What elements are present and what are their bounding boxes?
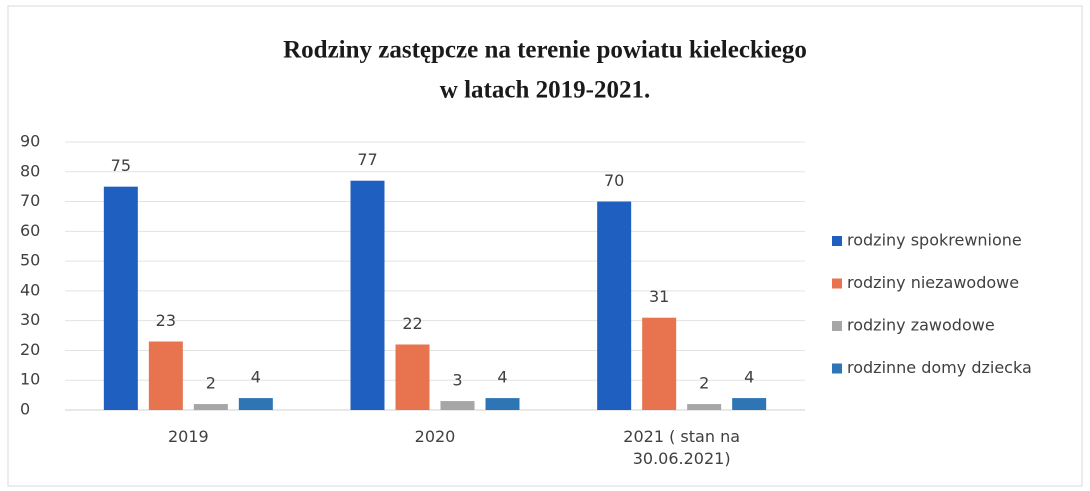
y-tick-label: 90 — [20, 132, 40, 151]
y-tick-label: 10 — [20, 370, 40, 389]
data-label: 23 — [156, 311, 176, 330]
legend-swatch — [832, 363, 842, 374]
data-label: 75 — [111, 156, 131, 175]
bar — [238, 398, 273, 410]
y-tick-label: 80 — [20, 161, 40, 180]
bar — [732, 398, 767, 410]
bar — [103, 186, 138, 410]
data-label: 4 — [744, 368, 754, 387]
legend-swatch — [832, 321, 842, 331]
data-label: 22 — [402, 314, 422, 333]
y-tick-label: 70 — [20, 191, 40, 210]
bar — [193, 404, 228, 410]
bar — [597, 201, 632, 410]
legend-swatch — [832, 236, 842, 246]
bar — [350, 180, 385, 410]
bar — [148, 341, 183, 410]
x-tick-label: 2019 — [167, 427, 209, 446]
data-label: 2 — [699, 374, 709, 393]
bar — [642, 317, 677, 410]
bar — [485, 398, 520, 410]
x-tick-label: 2020 — [414, 427, 456, 446]
y-tick-label: 20 — [20, 340, 40, 359]
x-tick-label: 2021 ( stan na 30.06.2021) — [623, 427, 741, 468]
legend-swatch — [832, 278, 842, 289]
data-label: 70 — [604, 171, 624, 190]
data-label: 2 — [206, 374, 216, 393]
data-label: 4 — [497, 368, 507, 387]
legend-label: rodziny zawodowe — [847, 316, 995, 335]
y-tick-label: 50 — [20, 251, 40, 270]
bar — [395, 344, 430, 410]
bar — [440, 401, 475, 410]
chart-title: Rodziny zastępcze na terenie powiatu kie… — [283, 37, 807, 64]
y-tick-label: 30 — [20, 310, 40, 329]
data-label: 31 — [649, 287, 669, 306]
y-tick-label: 0 — [20, 400, 30, 419]
y-tick-label: 40 — [20, 280, 40, 299]
data-label: 4 — [251, 368, 261, 387]
data-label: 3 — [452, 371, 462, 390]
frame — [7, 5, 1083, 487]
legend-label: rodziny niezawodowe — [847, 273, 1019, 292]
legend-label: rodziny spokrewnione — [847, 231, 1022, 250]
legend-label: rodzinne domy dziecka — [847, 358, 1032, 377]
chart-title: w latach 2019-2021. — [440, 77, 650, 104]
bar — [687, 404, 722, 410]
data-label: 77 — [357, 150, 377, 169]
y-tick-label: 60 — [20, 221, 40, 240]
